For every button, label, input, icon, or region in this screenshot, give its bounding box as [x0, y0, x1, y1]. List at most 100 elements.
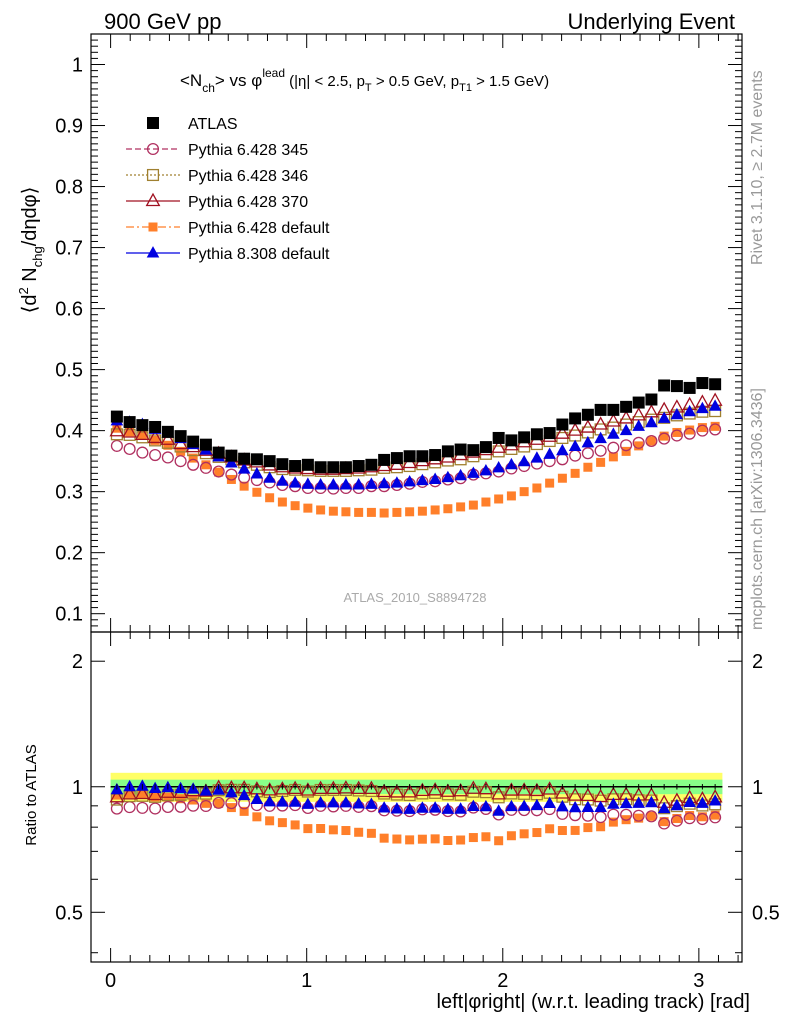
- data-point: [557, 473, 567, 483]
- data-point: [619, 796, 633, 809]
- data-point: [632, 436, 645, 449]
- data-point: [134, 785, 150, 800]
- data-point: [174, 430, 187, 443]
- data-point: [631, 407, 647, 421]
- data-point: [161, 451, 174, 464]
- data-point: [619, 423, 633, 436]
- legend-label-atlas: ATLAS: [188, 116, 238, 133]
- data-point: [134, 426, 150, 441]
- data-point: [530, 798, 544, 811]
- data-point: [263, 455, 276, 468]
- ratio-y-tick-label-right: 1: [752, 777, 763, 799]
- data-point: [403, 474, 416, 487]
- data-point: [429, 449, 442, 462]
- data-point: [290, 501, 300, 511]
- data-point: [226, 803, 236, 813]
- data-point: [430, 834, 440, 844]
- data-point: [517, 454, 531, 467]
- data-point: [288, 795, 302, 807]
- data-point: [392, 507, 402, 517]
- data-point: [303, 503, 313, 513]
- data-point: [440, 783, 456, 797]
- data-point: [569, 412, 582, 425]
- data-point: [456, 502, 466, 512]
- data-point: [316, 505, 326, 515]
- data-point: [670, 407, 684, 420]
- data-point: [530, 451, 544, 463]
- data-point: [468, 833, 478, 843]
- data-point: [365, 797, 378, 809]
- data-point: [456, 835, 466, 845]
- data-point: [212, 465, 225, 478]
- data-point: [467, 799, 480, 811]
- data-point: [416, 473, 429, 486]
- data-point: [567, 422, 583, 436]
- data-point: [581, 408, 594, 421]
- data-point: [225, 468, 238, 481]
- legend-label-p370: Pythia 6.428 370: [188, 194, 308, 211]
- data-point: [683, 795, 696, 807]
- data-point: [556, 799, 569, 812]
- data-point: [188, 453, 198, 463]
- data-point: [506, 831, 516, 841]
- data-point: [569, 449, 582, 462]
- data-point: [328, 825, 338, 835]
- data-point: [212, 796, 225, 809]
- data-point: [697, 423, 707, 433]
- data-point: [290, 820, 300, 830]
- data-point: [112, 423, 122, 433]
- data-point: [160, 431, 176, 445]
- data-point: [620, 808, 633, 821]
- data-point: [110, 410, 123, 423]
- data-point: [505, 434, 518, 447]
- data-point: [581, 435, 595, 448]
- data-point: [670, 429, 683, 442]
- data-point: [239, 806, 249, 816]
- data-point: [494, 836, 504, 846]
- data-point: [262, 782, 278, 796]
- data-point: [265, 493, 275, 503]
- data-point: [554, 785, 570, 799]
- data-point: [427, 782, 443, 796]
- data-point: [301, 797, 315, 809]
- data-point: [696, 377, 709, 390]
- data-point: [339, 795, 353, 808]
- data-point: [556, 418, 569, 431]
- data-point: [632, 396, 645, 409]
- data-point: [481, 497, 491, 507]
- data-point: [363, 780, 379, 795]
- y-tick-label: 0.1: [55, 604, 83, 626]
- data-point: [644, 404, 659, 418]
- x-axis-label: left|φright| (w.r.t. leading track) [rad…: [437, 991, 750, 1013]
- data-point: [161, 425, 174, 438]
- data-point: [250, 453, 263, 466]
- watermark: ATLAS_2010_S8894728: [344, 590, 487, 605]
- data-point: [403, 802, 416, 814]
- data-point: [263, 794, 276, 807]
- data-point: [441, 470, 455, 483]
- data-point: [148, 222, 158, 232]
- data-point: [365, 458, 378, 471]
- data-point: [530, 428, 543, 441]
- data-point: [596, 457, 606, 467]
- data-point: [465, 780, 481, 794]
- data-point: [608, 452, 618, 462]
- legend: ATLAS Pythia 6.428 345 Pythia 6.428 346 Pyt…: [126, 116, 330, 263]
- data-point: [287, 780, 303, 795]
- data-point: [556, 453, 569, 466]
- data-point: [174, 800, 187, 813]
- data-point: [341, 826, 351, 836]
- data-point: [491, 786, 507, 800]
- data-point: [338, 780, 354, 794]
- data-point: [379, 833, 389, 843]
- data-point: [709, 378, 722, 391]
- data-point: [696, 401, 709, 414]
- data-point: [187, 799, 200, 812]
- legend-label-p345: Pythia 6.428 345: [188, 142, 308, 159]
- data-point: [492, 431, 505, 444]
- data-point: [430, 505, 440, 515]
- data-point: [516, 782, 532, 796]
- data-point: [316, 824, 326, 834]
- data-point: [414, 782, 430, 796]
- data-point: [645, 415, 658, 428]
